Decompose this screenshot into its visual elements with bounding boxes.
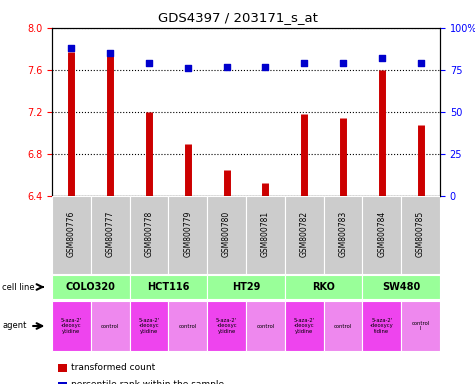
- Bar: [285, 301, 323, 351]
- Bar: [285, 275, 362, 299]
- Text: transformed count: transformed count: [71, 363, 155, 372]
- Text: control
l: control l: [411, 321, 430, 331]
- Bar: [401, 196, 440, 274]
- Text: control: control: [256, 323, 275, 328]
- Text: control: control: [179, 323, 197, 328]
- Text: GSM800782: GSM800782: [300, 210, 309, 257]
- Bar: [207, 275, 285, 299]
- Bar: [362, 196, 401, 274]
- Bar: [52, 301, 91, 351]
- Bar: [130, 196, 169, 274]
- Text: 5-aza-2'
-deoxyc
ytidine: 5-aza-2' -deoxyc ytidine: [216, 318, 237, 334]
- Bar: [58, 382, 67, 384]
- Text: GSM800778: GSM800778: [144, 210, 153, 257]
- Bar: [207, 196, 246, 274]
- Text: control: control: [334, 323, 352, 328]
- Bar: [207, 301, 246, 351]
- Point: [378, 55, 386, 61]
- Text: HT29: HT29: [232, 282, 260, 292]
- Bar: [401, 301, 440, 351]
- Point: [106, 50, 114, 56]
- Bar: [169, 301, 207, 351]
- Point: [300, 60, 308, 66]
- Bar: [285, 196, 323, 274]
- Bar: [130, 301, 169, 351]
- Text: GSM800777: GSM800777: [106, 210, 114, 257]
- Text: 5-aza-2'
-deoxyc
ytidine: 5-aza-2' -deoxyc ytidine: [61, 318, 82, 334]
- Text: 5-aza-2'
-deoxycy
tidine: 5-aza-2' -deoxycy tidine: [370, 318, 394, 334]
- Point: [223, 64, 230, 70]
- Text: HCT116: HCT116: [147, 282, 190, 292]
- Text: GSM800776: GSM800776: [67, 210, 76, 257]
- Point: [339, 60, 347, 66]
- Text: GSM800779: GSM800779: [183, 210, 192, 257]
- Bar: [169, 196, 207, 274]
- Bar: [246, 196, 285, 274]
- Point: [67, 45, 75, 51]
- Text: GSM800784: GSM800784: [377, 210, 386, 257]
- Text: cell line: cell line: [2, 283, 35, 291]
- Text: COLO320: COLO320: [66, 282, 116, 292]
- Bar: [323, 301, 362, 351]
- Bar: [246, 301, 285, 351]
- Text: percentile rank within the sample: percentile rank within the sample: [71, 380, 224, 384]
- Text: GSM800780: GSM800780: [222, 210, 231, 257]
- Point: [417, 60, 424, 66]
- Text: GDS4397 / 203171_s_at: GDS4397 / 203171_s_at: [158, 11, 317, 24]
- Text: 5-aza-2'
-deoxyc
ytidine: 5-aza-2' -deoxyc ytidine: [294, 318, 315, 334]
- Bar: [52, 275, 130, 299]
- Bar: [52, 196, 91, 274]
- Bar: [58, 364, 67, 372]
- Bar: [91, 196, 130, 274]
- Text: GSM800783: GSM800783: [339, 210, 348, 257]
- Bar: [362, 275, 440, 299]
- Point: [184, 65, 191, 71]
- Text: agent: agent: [2, 321, 27, 331]
- Point: [262, 64, 269, 70]
- Bar: [91, 301, 130, 351]
- Bar: [362, 301, 401, 351]
- Point: [145, 60, 153, 66]
- Text: SW480: SW480: [382, 282, 420, 292]
- Text: GSM800785: GSM800785: [416, 210, 425, 257]
- Bar: [130, 275, 207, 299]
- Text: control: control: [101, 323, 119, 328]
- Text: 5-aza-2'
-deoxyc
ytidine: 5-aza-2' -deoxyc ytidine: [138, 318, 160, 334]
- Text: RKO: RKO: [312, 282, 335, 292]
- Text: GSM800781: GSM800781: [261, 210, 270, 257]
- Bar: [323, 196, 362, 274]
